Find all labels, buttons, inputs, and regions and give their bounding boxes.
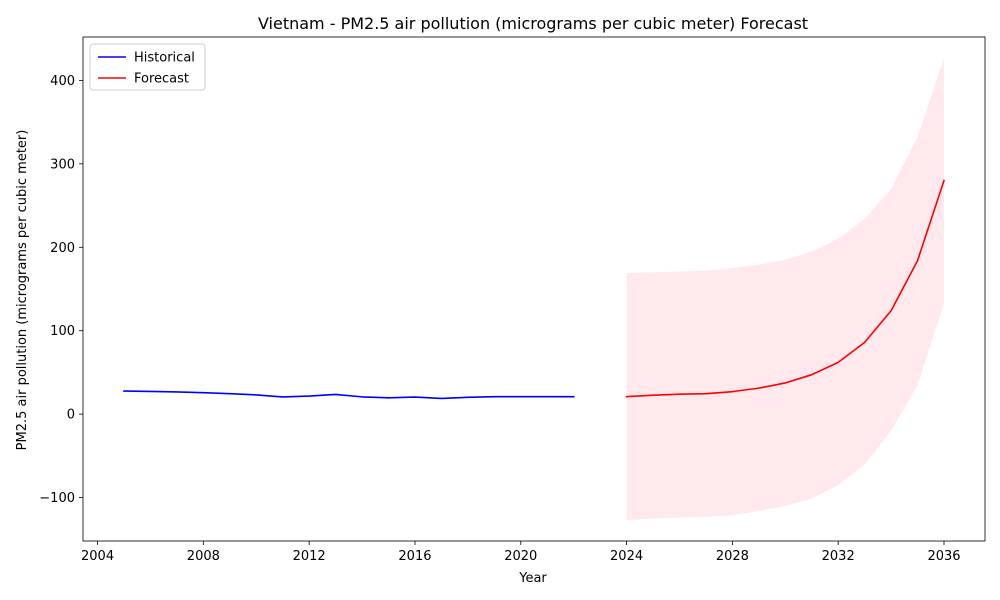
x-tick-label: 2028 [716, 549, 749, 564]
legend-label: Forecast [134, 72, 189, 87]
y-tick-label: 0 [67, 408, 75, 423]
y-axis-title: PM2.5 air pollution (micrograms per cubi… [15, 130, 30, 451]
chart-title: Vietnam - PM2.5 air pollution (microgram… [258, 14, 808, 33]
legend: Historical Forecast [89, 43, 206, 91]
x-axis-title: Year [518, 571, 547, 586]
historical-line [123, 390, 575, 400]
x-tick-label: 2004 [81, 549, 114, 564]
legend-label: Historical [134, 51, 195, 66]
x-tick-label: 2032 [822, 549, 855, 564]
confidence-band-layer [626, 57, 944, 521]
x-tick-label: 2016 [398, 549, 431, 564]
y-tick-label: 300 [50, 157, 75, 172]
x-tick-label: 2008 [187, 549, 220, 564]
y-tick-label: 100 [50, 324, 75, 339]
forecast-line [625, 179, 946, 398]
x-tick-label: 2020 [504, 549, 537, 564]
y-tick-label: 200 [50, 241, 75, 256]
x-tick-label: 2036 [927, 549, 960, 564]
x-tick-label: 2012 [293, 549, 326, 564]
x-tick-label: 2024 [610, 549, 643, 564]
series-layer [123, 179, 946, 400]
plot-frame [82, 36, 986, 542]
axes-layer: 2004 2008 2012 2016 2020 2024 2028 2032 2036 −100… [39, 36, 986, 564]
forecast-confidence-band [626, 57, 944, 521]
y-tick-label: 400 [50, 74, 75, 89]
y-tick-label: −100 [39, 491, 75, 506]
